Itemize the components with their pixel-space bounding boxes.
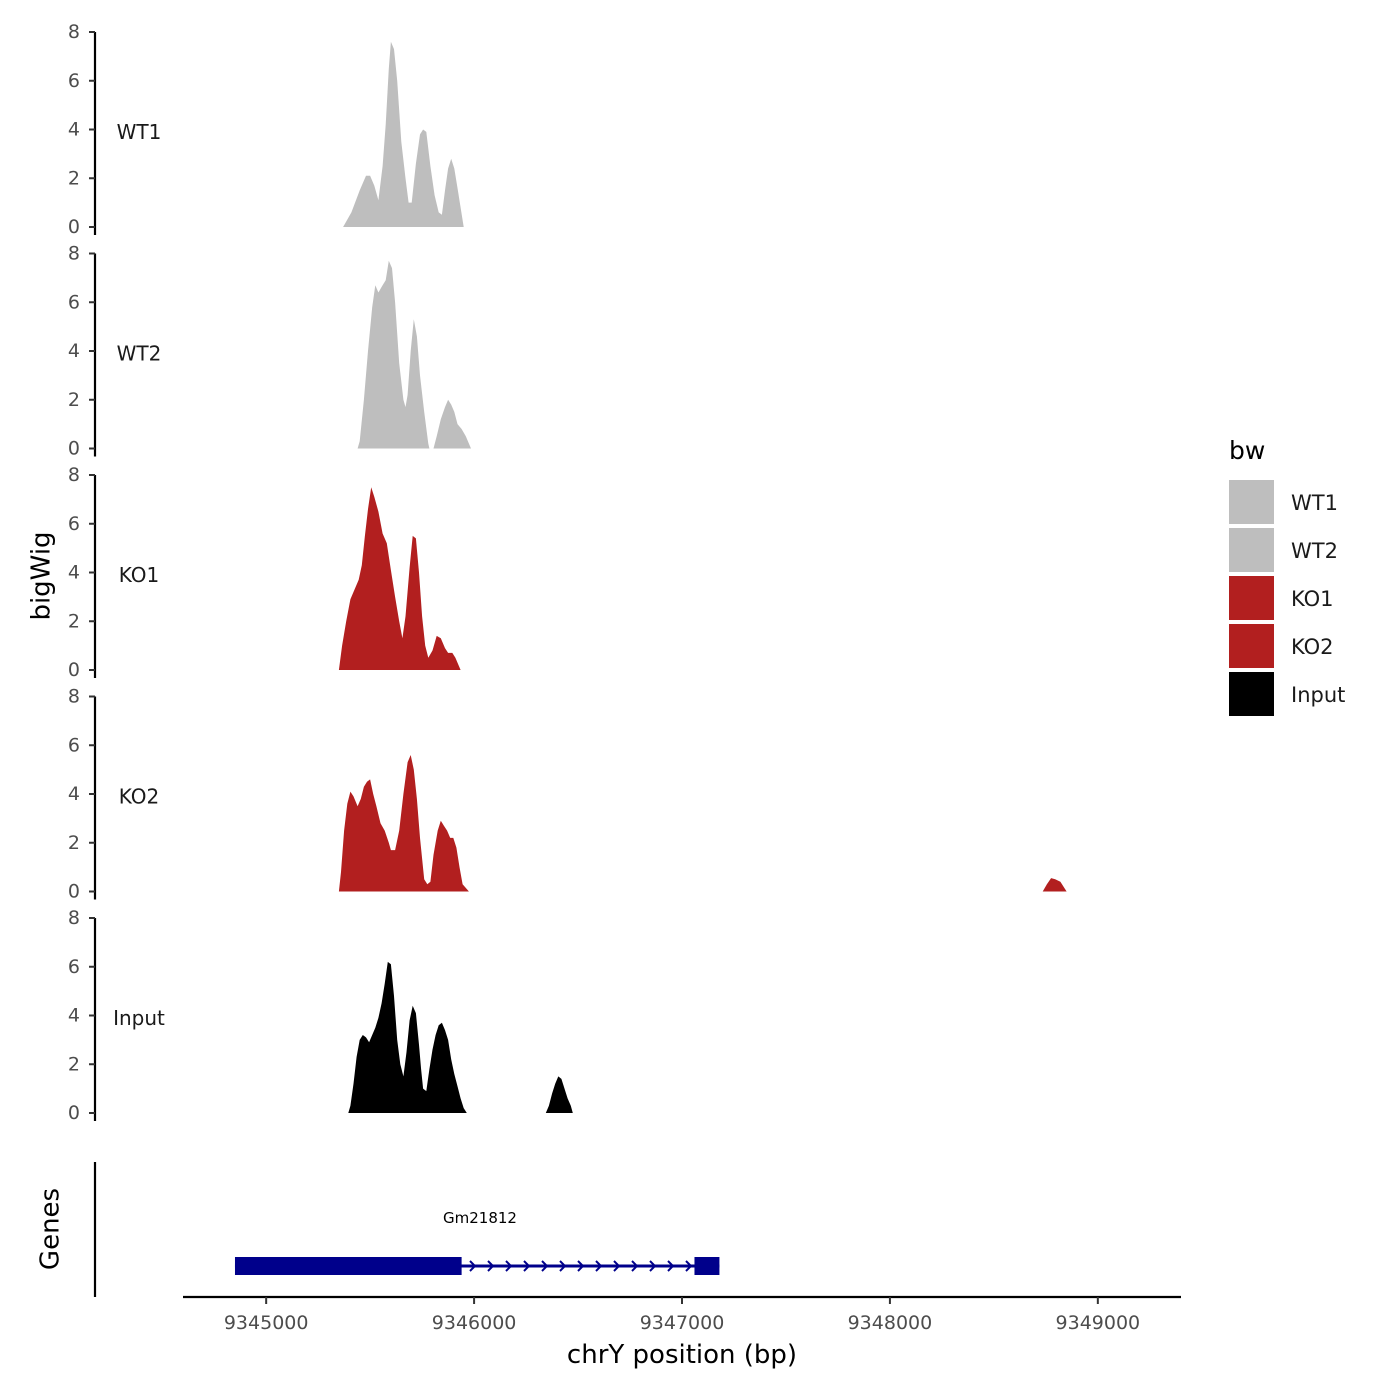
strand-arrow	[541, 1260, 549, 1272]
strand-arrow	[577, 1260, 585, 1272]
y-tick-label: 6	[68, 513, 80, 535]
coverage-peak-ko2	[1042, 878, 1067, 892]
legend-item-ko1: KO1	[1229, 576, 1334, 620]
legend-item-ko2: KO2	[1229, 624, 1334, 668]
y-tick-label: 0	[68, 881, 80, 903]
y-axis-title: bigWig	[27, 531, 57, 620]
y-tick-label: 8	[68, 21, 80, 43]
track-label: WT2	[117, 341, 162, 365]
strand-arrow	[559, 1260, 567, 1272]
coverage-peak-ko2	[338, 755, 469, 892]
legend-label: KO1	[1291, 587, 1334, 611]
legend-label: WT2	[1291, 539, 1338, 563]
y-tick-label: 4	[68, 783, 80, 805]
legend-swatch	[1229, 672, 1274, 716]
legend-items: WT1 WT2 KO1 KO2 Input	[1229, 480, 1345, 716]
track-wt1: 0 2 4 6 8 WT1	[68, 21, 464, 238]
coverage-peak-wt2	[357, 260, 430, 449]
y-tick-label: 8	[68, 686, 80, 708]
coverage-peak-input	[348, 961, 467, 1113]
coverage-peak-wt1	[343, 41, 464, 227]
legend-item-input: Input	[1229, 672, 1345, 716]
y-tick-label: 4	[68, 1005, 80, 1027]
y-tick-label: 2	[68, 610, 80, 632]
track-input: 0 2 4 6 8 Input	[68, 907, 573, 1124]
coverage-tracks: 0 2 4 6 8 WT1 0 2 4 6 8 WT2 0 2 4 6 8 KO1 0 2 4 6 8 KO2 0 2 4 6 8 Inp…	[68, 21, 1067, 1124]
legend-swatch	[1229, 576, 1274, 620]
strand-arrow	[487, 1260, 495, 1272]
strand-arrow	[685, 1260, 693, 1272]
x-axis: 9345000 9346000 9347000 9348000 9349000 chrY…	[183, 1295, 1181, 1370]
strand-arrow	[595, 1260, 603, 1272]
y-tick-label: 0	[68, 659, 80, 681]
y-tick-label: 2	[68, 832, 80, 854]
strand-arrow	[613, 1260, 621, 1272]
gene-gm21812: Gm21812	[234, 1209, 720, 1275]
y-tick-label: 0	[68, 216, 80, 238]
strand-arrow	[523, 1260, 531, 1272]
y-tick-label: 4	[68, 340, 80, 362]
strand-arrow	[505, 1260, 513, 1272]
y-tick-label: 0	[68, 438, 80, 460]
legend-label: WT1	[1291, 491, 1338, 515]
strand-arrow	[667, 1260, 675, 1272]
gene-name-label: Gm21812	[443, 1209, 517, 1227]
track-ko1: 0 2 4 6 8 KO1	[68, 464, 461, 681]
y-tick-label: 6	[68, 70, 80, 92]
track-wt2: 0 2 4 6 8 WT2	[68, 243, 471, 460]
track-label: KO2	[119, 784, 160, 808]
x-axis-ticks: 9345000 9346000 9347000 9348000 9349000	[224, 1297, 1140, 1334]
strand-arrow	[631, 1260, 639, 1272]
gene-exon	[694, 1257, 720, 1275]
y-tick-label: 4	[68, 562, 80, 584]
strand-arrow	[469, 1260, 477, 1272]
track-ko2: 0 2 4 6 8 KO2	[68, 686, 1067, 903]
legend-swatch	[1229, 624, 1274, 668]
y-tick-label: 6	[68, 956, 80, 978]
y-tick-label: 2	[68, 167, 80, 189]
y-tick-label: 8	[68, 243, 80, 265]
legend-item-wt2: WT2	[1229, 528, 1338, 572]
gene-panel: Genes Gm21812	[36, 1162, 720, 1297]
gene-exon	[234, 1257, 462, 1275]
y-tick-label: 2	[68, 1053, 80, 1075]
genes-axis-title: Genes	[36, 1188, 66, 1270]
y-tick-label: 6	[68, 291, 80, 313]
x-tick-label: 9348000	[848, 1312, 933, 1334]
y-tick-label: 2	[68, 389, 80, 411]
strand-arrow	[649, 1260, 657, 1272]
coverage-peak-wt2	[433, 399, 471, 449]
legend-label: Input	[1291, 683, 1345, 707]
legend-swatch	[1229, 480, 1274, 524]
coverage-peak-input	[545, 1076, 573, 1113]
y-tick-label: 4	[68, 119, 80, 141]
coverage-peak-ko1	[338, 487, 461, 670]
legend-item-wt1: WT1	[1229, 480, 1338, 524]
legend-label: KO2	[1291, 635, 1334, 659]
y-tick-label: 6	[68, 734, 80, 756]
track-label: Input	[113, 1006, 165, 1030]
y-tick-label: 8	[68, 464, 80, 486]
track-label: WT1	[117, 120, 162, 144]
x-tick-label: 9349000	[1056, 1312, 1141, 1334]
y-tick-label: 8	[68, 907, 80, 929]
x-tick-label: 9347000	[640, 1312, 725, 1334]
track-label: KO1	[119, 563, 160, 587]
legend: bw WT1 WT2 KO1 KO2 Input	[1229, 436, 1345, 716]
x-tick-label: 9346000	[432, 1312, 517, 1334]
legend-swatch	[1229, 528, 1274, 572]
y-tick-label: 0	[68, 1102, 80, 1124]
gene-models: Gm21812	[234, 1209, 720, 1275]
legend-title: bw	[1229, 436, 1265, 465]
x-tick-label: 9345000	[224, 1312, 309, 1334]
x-axis-title: chrY position (bp)	[567, 1340, 797, 1370]
